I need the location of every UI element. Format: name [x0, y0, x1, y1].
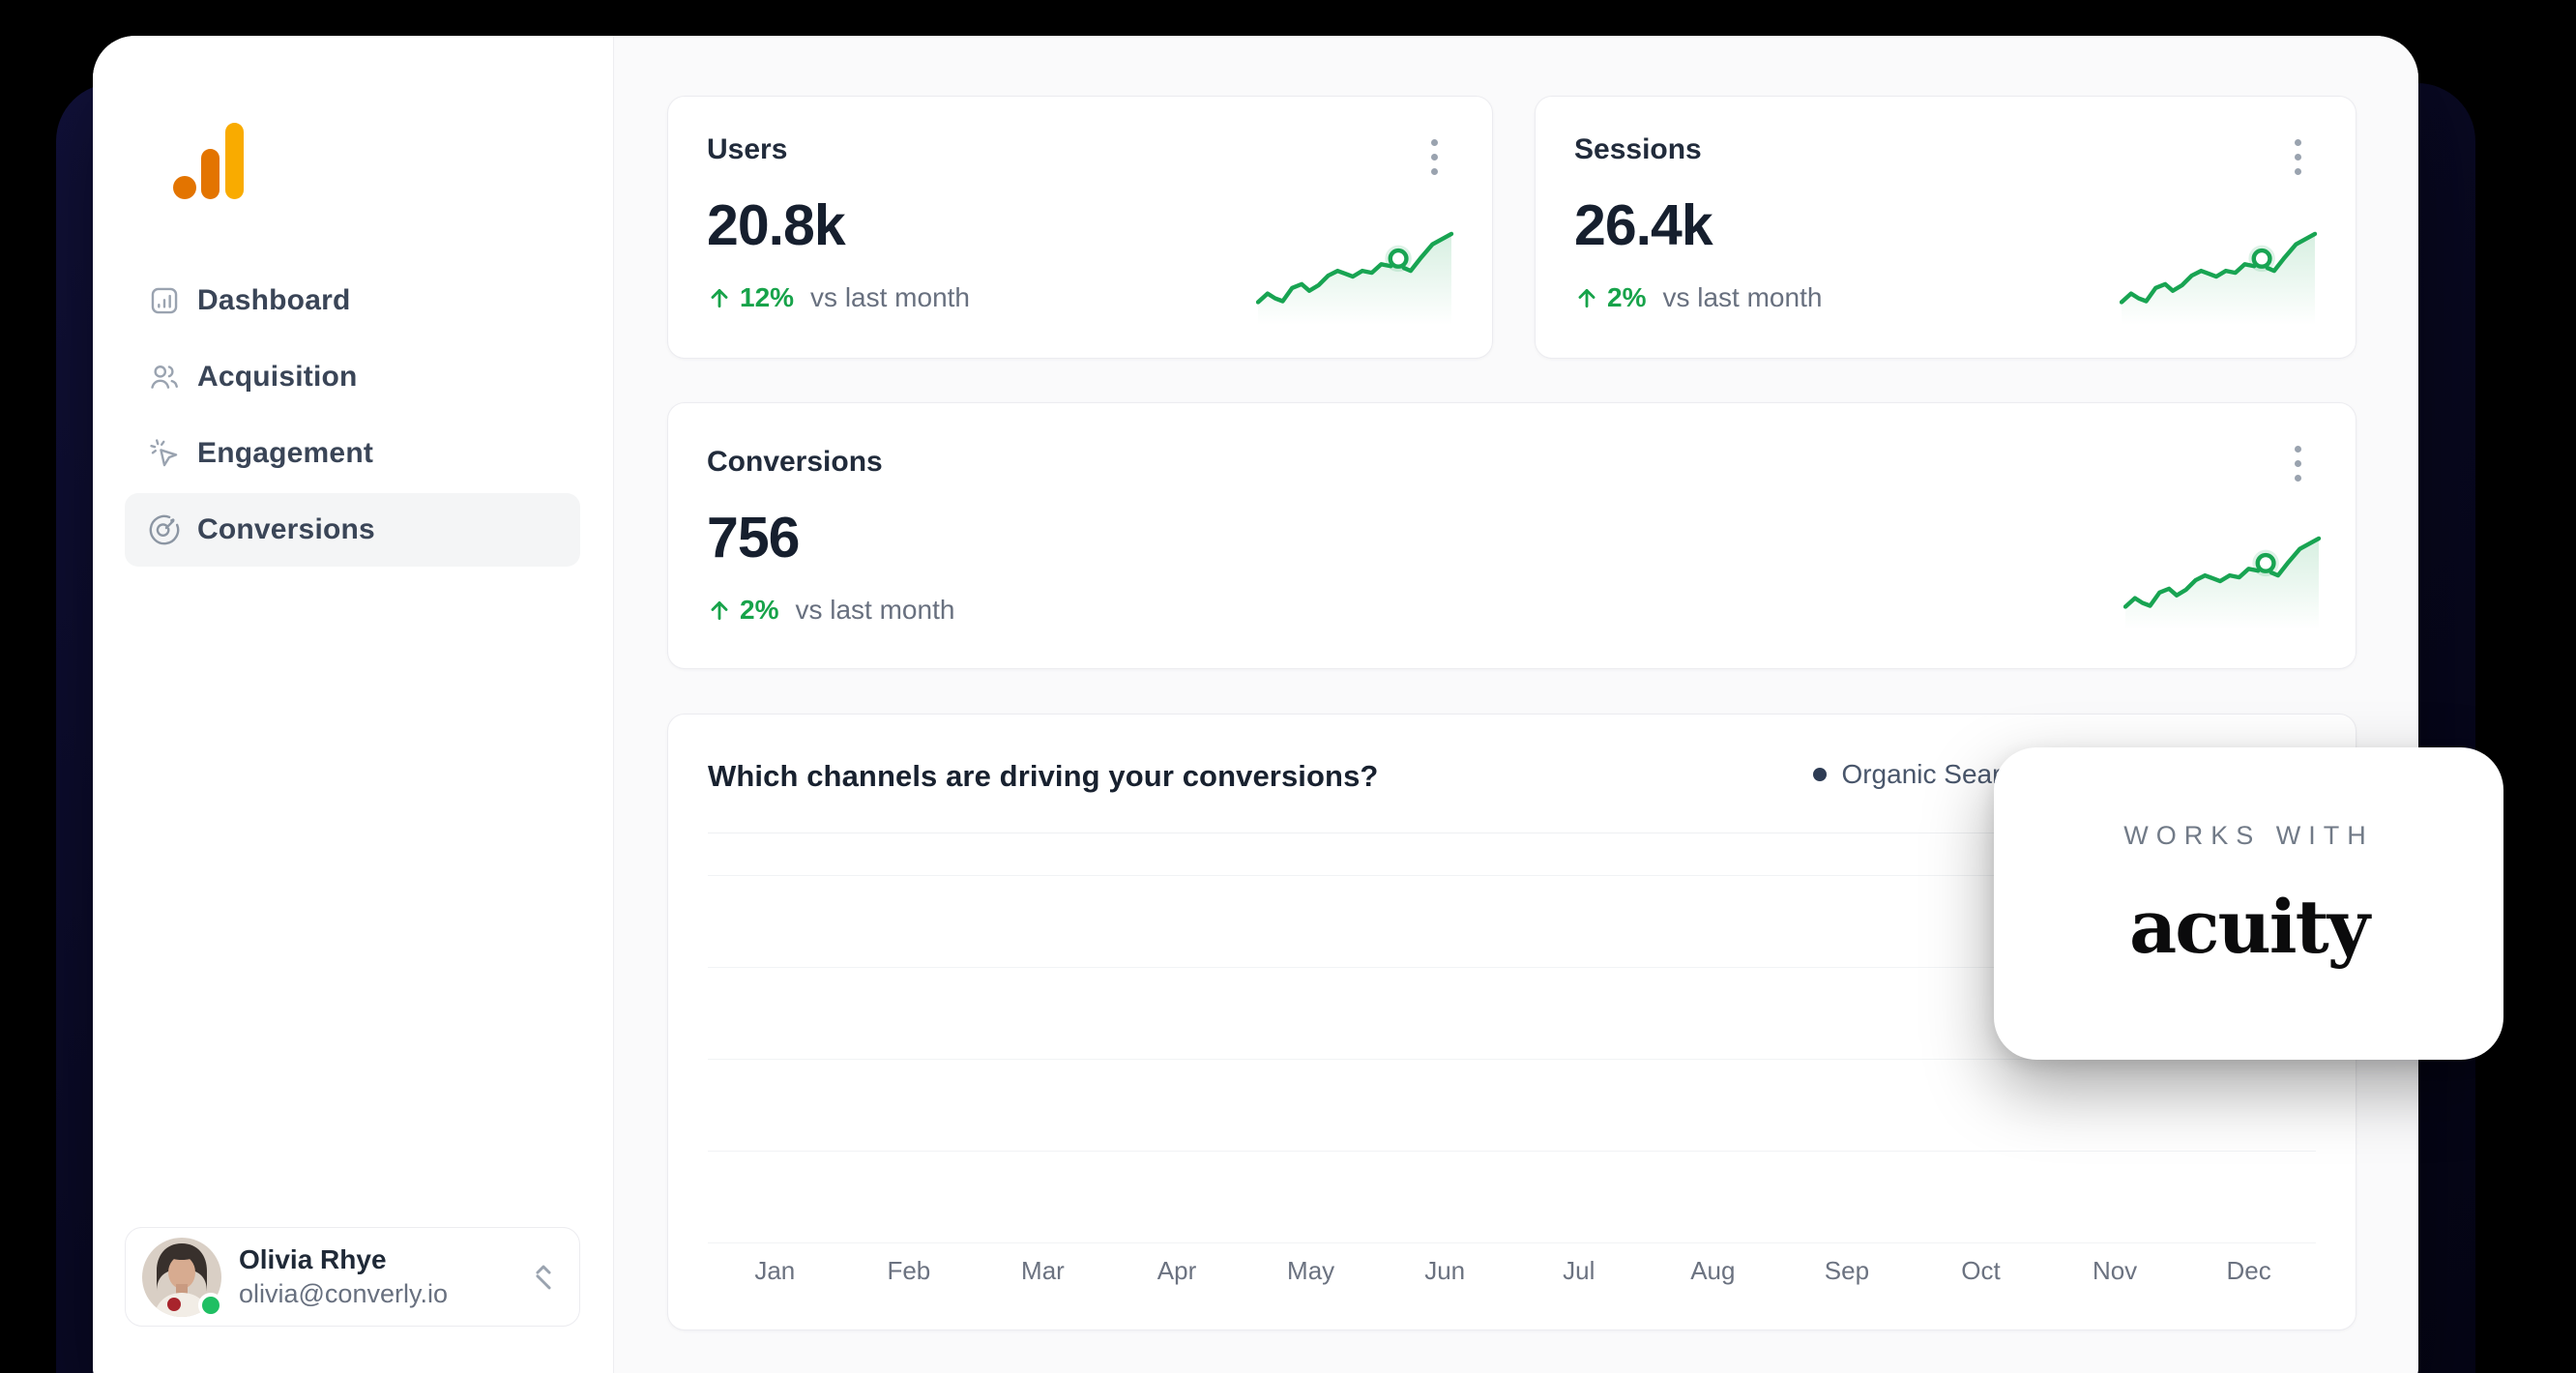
arrow-up-icon: [1578, 289, 1595, 308]
sessions-card: Sessions 26.4k 2% vs last month: [1535, 96, 2356, 359]
gridline: [708, 967, 2316, 968]
chart-title: Which channels are driving your conversi…: [708, 759, 1379, 793]
delta-label: vs last month: [810, 282, 970, 312]
delta-percent: 2%: [1607, 282, 1647, 312]
users-card: Users 20.8k 12% vs last month: [667, 96, 1493, 359]
sidebar-item-label: Dashboard: [197, 284, 351, 316]
x-axis-label: Aug: [1690, 1256, 1736, 1285]
sidebar-item-dashboard[interactable]: Dashboard: [125, 264, 580, 337]
card-delta: 2% vs last month: [1574, 282, 2317, 313]
x-axis-label: Jan: [754, 1256, 796, 1285]
delta-label: vs last month: [1662, 282, 1823, 312]
sidebar-nav: Dashboard Acquisition Engagement: [125, 264, 580, 567]
pointer-spark-icon: [150, 439, 178, 467]
bar-column-jan[interactable]: [708, 875, 842, 1242]
profile-text: Olivia Rhye olivia@converly.io: [239, 1242, 512, 1311]
online-status-dot: [198, 1292, 223, 1318]
delta-percent: 12%: [740, 282, 795, 312]
x-axis-label: Oct: [1961, 1256, 2001, 1285]
bar-column-may[interactable]: [1244, 875, 1378, 1242]
gridline: [708, 1242, 2316, 1243]
gridline: [708, 875, 2316, 876]
card-delta: 2% vs last month: [707, 595, 2317, 626]
works-with-acuity-card: WORKS WITH acuity: [1994, 747, 2503, 1060]
x-axis-label: Mar: [1021, 1256, 1065, 1285]
main-content: Users 20.8k 12% vs last month Sessions 2…: [614, 36, 2418, 1373]
avatar-image: [142, 1237, 221, 1317]
kpi-row: Users 20.8k 12% vs last month Sessions 2…: [667, 96, 2356, 359]
x-axis-label: Sep: [1824, 1256, 1870, 1285]
dashboard-icon: [151, 287, 178, 314]
bar-column-feb[interactable]: [842, 875, 977, 1242]
user-profile-menu[interactable]: Olivia Rhye olivia@converly.io: [125, 1227, 580, 1327]
delta-label: vs last month: [795, 595, 955, 625]
profile-name: Olivia Rhye: [239, 1244, 387, 1275]
card-title: Conversions: [707, 446, 883, 478]
arrow-up-icon: [711, 289, 728, 308]
users-icon: [151, 365, 178, 389]
card-value: 26.4k: [1574, 193, 1713, 257]
chevron-up-down-icon: [536, 1265, 551, 1289]
card-value: 756: [707, 506, 800, 570]
sparkline-chart: [1255, 230, 1455, 325]
x-axis-label: Jul: [1563, 1256, 1595, 1285]
x-axis-label: Apr: [1156, 1256, 1197, 1285]
conversions-card: Conversions 756 2% vs last month: [667, 402, 2356, 669]
kebab-menu-button[interactable]: [1415, 131, 1453, 182]
bar-column-aug[interactable]: [1646, 875, 1780, 1242]
target-gauge-icon: [149, 514, 180, 545]
works-with-label: WORKS WITH: [2123, 821, 2374, 850]
delta-percent: 2%: [740, 595, 779, 625]
sidebar-item-label: Engagement: [197, 437, 374, 469]
profile-email: olivia@converly.io: [239, 1279, 448, 1309]
x-axis-label: Dec: [2226, 1256, 2271, 1285]
kebab-menu-button[interactable]: [2278, 438, 2317, 488]
bar-column-sep[interactable]: [1780, 875, 1915, 1242]
sparkline-chart: [2122, 535, 2323, 629]
bar-column-jun[interactable]: [1378, 875, 1512, 1242]
legend-dot: [1813, 768, 1828, 781]
kebab-menu-button[interactable]: [2278, 131, 2317, 182]
card-title: Users: [707, 133, 788, 165]
acuity-logo: acuity: [2129, 884, 2370, 970]
x-axis-label: May: [1287, 1256, 1335, 1285]
sidebar: Dashboard Acquisition Engagement: [93, 36, 614, 1373]
sparkline-chart: [2119, 230, 2319, 325]
x-axis-label: Feb: [887, 1256, 931, 1285]
sidebar-item-acquisition[interactable]: Acquisition: [125, 340, 580, 414]
sidebar-item-conversions[interactable]: Conversions: [125, 493, 580, 567]
arrow-up-icon: [711, 601, 728, 621]
card-title: Sessions: [1574, 133, 1702, 165]
card-value: 20.8k: [707, 193, 846, 257]
sidebar-item-label: Acquisition: [197, 361, 358, 393]
gridline: [708, 1151, 2316, 1152]
x-axis-label: Nov: [2092, 1256, 2138, 1285]
analytics-logo-icon: [173, 123, 244, 199]
card-delta: 12% vs last month: [707, 282, 1453, 313]
bar-column-apr[interactable]: [1110, 875, 1244, 1242]
bar-column-jul[interactable]: [1511, 875, 1646, 1242]
app-window: Dashboard Acquisition Engagement: [93, 36, 2418, 1373]
x-axis-labels: Jan Feb Mar Apr May Jun Jul Aug Sep Oct Nov Dec: [708, 1256, 2316, 1286]
x-axis-label: Jun: [1424, 1256, 1466, 1285]
bar-plot: [708, 875, 2316, 1243]
avatar: [142, 1237, 223, 1318]
sidebar-item-engagement[interactable]: Engagement: [125, 417, 580, 490]
gridline: [708, 1059, 2316, 1060]
bar-column-mar[interactable]: [976, 875, 1110, 1242]
sidebar-item-label: Conversions: [197, 513, 375, 545]
